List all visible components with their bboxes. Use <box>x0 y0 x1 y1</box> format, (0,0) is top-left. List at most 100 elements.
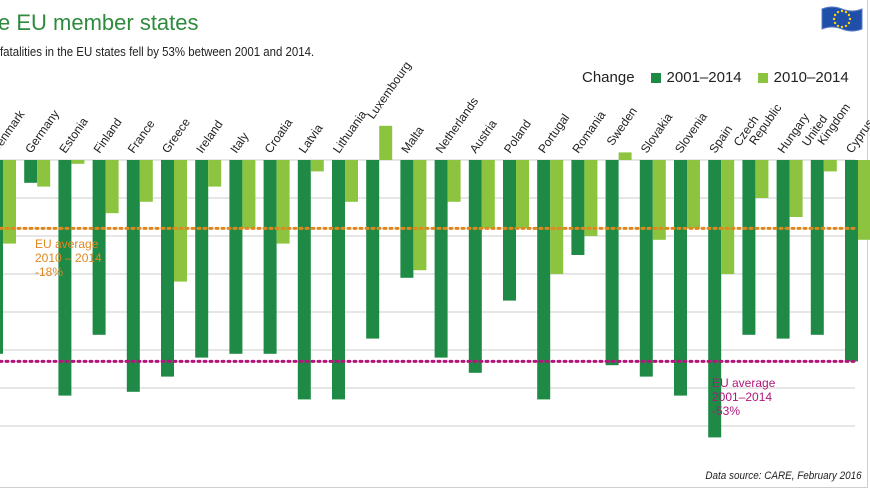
chart-title: e EU member states <box>0 10 199 35</box>
category-label: Ireland <box>193 118 226 156</box>
bar-2010-2014 <box>550 160 564 274</box>
legend-item-2010-2014: 2010–2014 <box>757 69 849 86</box>
bar-2001-2014 <box>845 160 858 362</box>
category-label: Malta <box>398 123 426 155</box>
category-label: France <box>125 117 158 156</box>
bar-2010-2014 <box>618 152 632 160</box>
bar-2001-2014 <box>263 160 277 354</box>
category-label: Latvia <box>296 121 326 156</box>
bar-2010-2014 <box>652 160 666 240</box>
bar-2001-2014 <box>161 160 174 377</box>
bar-2001-2014 <box>605 160 619 366</box>
bar-2010-2014 <box>858 160 870 240</box>
category-label: Sweden <box>604 105 640 149</box>
bar-2010-2014 <box>139 160 153 202</box>
data-source-note: Data source: CARE, February 2016 <box>705 470 862 482</box>
category-label: Croatia <box>262 116 296 156</box>
legend-swatch-light <box>757 72 768 83</box>
bar-2010-2014 <box>276 160 290 244</box>
bar-2001-2014 <box>229 160 243 354</box>
bar-2001-2014 <box>674 160 687 396</box>
bar-2001-2014 <box>297 160 311 400</box>
category-label: Luxembourg <box>364 59 414 122</box>
flag-star <box>844 10 848 14</box>
eu-average-2010-2014-label: -18% <box>35 265 63 279</box>
category-label: Greece <box>159 115 193 156</box>
eu-average-2010-2014-label: 2010 – 2014 <box>35 251 102 265</box>
legend: Change 2001–2014 2010–2014 <box>582 69 849 86</box>
bar-2010-2014 <box>208 160 222 187</box>
bar-2010-2014 <box>3 160 16 244</box>
bar-2001-2014 <box>366 160 380 339</box>
flag-star <box>848 17 852 21</box>
bar-2010-2014 <box>345 160 358 202</box>
bar-2010-2014 <box>823 160 837 172</box>
flag-star <box>847 21 851 25</box>
bar-2010-2014 <box>37 160 51 187</box>
chart-subtitle: fatalities in the EU states fell by 53% … <box>0 44 315 59</box>
legend-item-2001-2014: 2001–2014 <box>650 69 742 86</box>
bar-2001-2014 <box>571 160 585 255</box>
category-label: Slovakia <box>638 110 676 155</box>
legend-swatch-dark <box>650 72 661 83</box>
bar-2001-2014 <box>434 160 448 358</box>
flag-star <box>847 13 851 17</box>
bar-2001-2014 <box>195 160 209 358</box>
bar-2001-2014 <box>0 160 3 354</box>
legend-title: Change <box>582 69 635 86</box>
flag-star <box>836 24 840 28</box>
category-label: Lithuania <box>330 108 370 156</box>
category-label: Italy <box>227 130 251 156</box>
bar-2010-2014 <box>447 160 461 202</box>
flag-star <box>844 24 848 28</box>
eu-average-2001-2014-label: EU average <box>712 376 776 390</box>
bar-2010-2014 <box>71 160 85 164</box>
bar-2001-2014 <box>332 160 345 400</box>
eu-flag-icon <box>821 6 863 32</box>
bar-2010-2014 <box>481 160 495 229</box>
eu-average-2010-2014-label: EU average <box>35 237 99 251</box>
category-label: Finland <box>91 115 125 155</box>
bar-2001-2014 <box>24 160 38 183</box>
bar-2010-2014 <box>584 160 598 236</box>
legend-label-2001-2014: 2001–2014 <box>666 69 742 86</box>
bar-2010-2014 <box>174 160 187 282</box>
bar-2001-2014 <box>468 160 482 373</box>
bar-2010-2014 <box>721 160 735 274</box>
bar-2001-2014 <box>92 160 106 335</box>
legend-label-2010-2014: 2010–2014 <box>773 69 849 86</box>
bar-2010-2014 <box>379 125 393 160</box>
bar-2001-2014 <box>742 160 756 335</box>
bar-2001-2014 <box>503 160 516 301</box>
bar-2010-2014 <box>105 160 119 214</box>
category-label: Cyprus <box>843 117 870 156</box>
bar-2010-2014 <box>755 160 769 198</box>
bar-2010-2014 <box>413 160 427 271</box>
bar-2001-2014 <box>639 160 653 377</box>
bar-2001-2014 <box>537 160 551 400</box>
category-label: Poland <box>501 117 534 156</box>
bar-2010-2014 <box>687 160 700 229</box>
bar-2001-2014 <box>810 160 824 335</box>
flag-star <box>833 21 837 25</box>
eu-average-2001-2014-label: -53% <box>712 404 740 418</box>
bar-2001-2014 <box>776 160 790 339</box>
category-label: Slovenia <box>672 110 710 156</box>
eu-average-2001-2014-label: 2001–2014 <box>712 390 772 404</box>
bar-2001-2014 <box>400 160 414 278</box>
flag-star <box>840 25 844 29</box>
flag-star <box>840 9 844 13</box>
bar-2001-2014 <box>58 160 72 396</box>
category-label: Romania <box>569 108 608 156</box>
flag-star <box>836 10 840 14</box>
bar-2010-2014 <box>516 160 529 229</box>
category-label: Austria <box>467 117 500 156</box>
bar-2001-2014 <box>126 160 140 392</box>
bar-2010-2014 <box>310 160 324 172</box>
bar-2010-2014 <box>242 160 256 229</box>
bar-2010-2014 <box>789 160 803 217</box>
bar-2001-2014 <box>708 160 722 438</box>
flag-star <box>832 17 836 21</box>
